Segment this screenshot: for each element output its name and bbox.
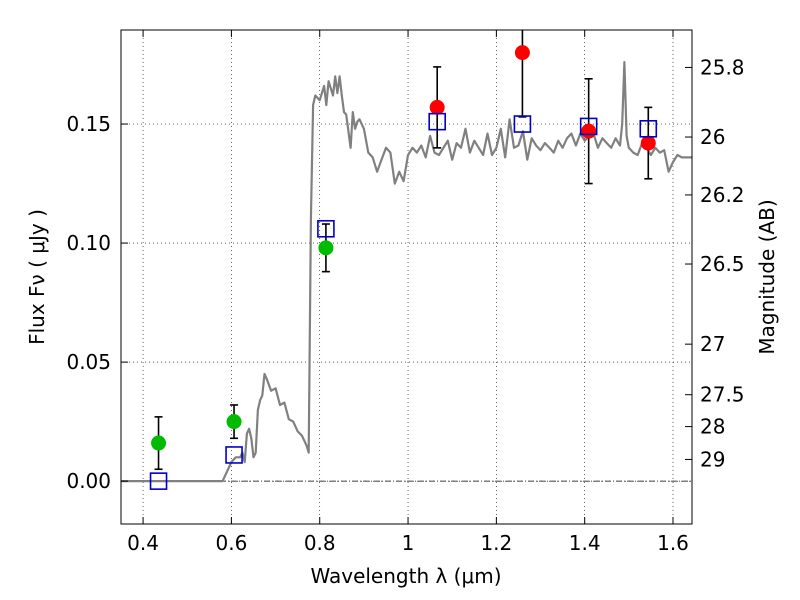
data-point — [581, 123, 597, 139]
right-tick-label: 26.5 — [700, 252, 745, 276]
y-axis-right: 25.8 26 26.2 26.5 27 27.5 28 29 — [685, 55, 745, 471]
model-point — [317, 219, 335, 238]
right-tick-label: 26.2 — [700, 183, 745, 207]
right-tick-label: 29 — [700, 447, 725, 471]
model-point — [225, 446, 243, 464]
sed-model-line — [121, 60, 692, 483]
model-point — [149, 472, 168, 490]
data-point — [151, 435, 167, 451]
y-axis-label: Flux Fν ( μJy ) — [25, 209, 49, 345]
error-bars — [154, 30, 653, 471]
right-tick-label: 28 — [700, 415, 725, 439]
model-point — [639, 120, 658, 138]
y-axis-left: 0.00 0.05 0.10 0.15 — [66, 112, 128, 493]
model-point — [513, 115, 532, 133]
data-point — [514, 45, 530, 61]
x-axis-label: Wavelength λ (μm) — [310, 564, 501, 588]
axes-frame — [120, 29, 693, 525]
model-point — [579, 117, 598, 136]
x-tick-label: 0.6 — [215, 531, 247, 555]
right-axis-label: Magnitude (AB) — [755, 199, 779, 354]
y-tick-label: 0.15 — [66, 112, 111, 136]
right-tick-label: 26 — [700, 125, 725, 149]
x-tick-label: 1 — [402, 531, 415, 555]
data-point — [640, 135, 656, 151]
model-point — [428, 112, 446, 131]
data-points — [149, 45, 658, 490]
x-tick-label: 1.4 — [569, 531, 601, 555]
data-point — [429, 99, 445, 115]
data-point — [226, 414, 242, 430]
y-tick-label: 0.05 — [66, 350, 111, 374]
x-tick-label: 1.6 — [657, 531, 689, 555]
y-tick-label: 0.00 — [66, 469, 111, 493]
right-tick-label: 27.5 — [700, 383, 745, 407]
right-tick-label: 27 — [700, 332, 725, 356]
right-tick-label: 25.8 — [700, 55, 745, 79]
x-tick-label: 0.8 — [304, 531, 336, 555]
data-point — [318, 240, 334, 256]
x-tick-label: 0.4 — [127, 531, 159, 555]
x-axis: 0.4 0.6 0.8 1 1.2 1.4 1.6 — [127, 30, 689, 555]
y-tick-label: 0.10 — [66, 231, 111, 255]
x-tick-label: 1.2 — [480, 531, 512, 555]
